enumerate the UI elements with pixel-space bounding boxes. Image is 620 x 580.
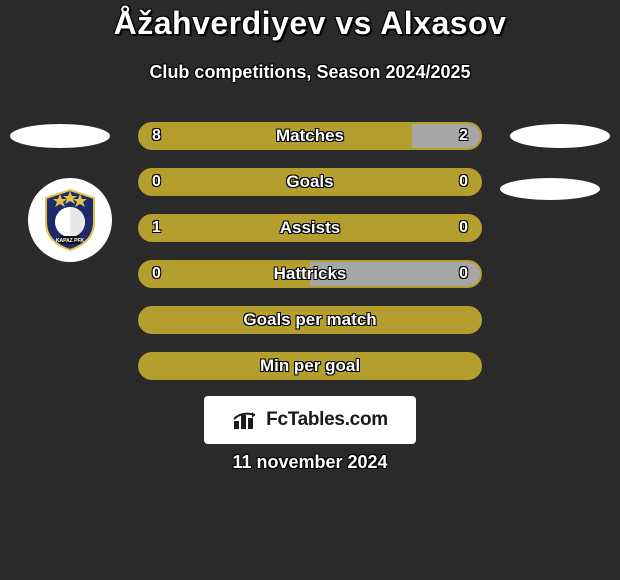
stat-value-left: 0: [152, 170, 161, 194]
page-title: Åžahverdiyev vs Alxasov: [0, 5, 620, 42]
stat-bar-goals: Goals0 0: [138, 168, 482, 196]
stat-bar-min-per-goal: Min per goal: [138, 352, 482, 380]
stat-value-right: 2: [459, 124, 468, 148]
page-subtitle: Club competitions, Season 2024/2025: [0, 62, 620, 83]
stat-bar-hattricks: Hattricks0 0: [138, 260, 482, 288]
stat-value-left: 1: [152, 216, 161, 240]
player-ellipse-left: [10, 124, 110, 148]
stat-label: Goals: [140, 170, 480, 194]
stat-label: Matches: [140, 124, 480, 148]
player-ellipse-right: [510, 124, 610, 148]
stat-value-right: 0: [459, 216, 468, 240]
shield-icon: KAPAZ PFK: [42, 188, 98, 252]
stat-bar-matches: Matches8 2: [138, 122, 482, 150]
stat-value-left: 0: [152, 262, 161, 286]
site-badge[interactable]: FcTables.com: [204, 396, 416, 444]
stat-label: Min per goal: [140, 354, 480, 378]
stat-bar-assists: Assists1 0: [138, 214, 482, 242]
stat-value-left: 8: [152, 124, 161, 148]
comparison-card: Åžahverdiyev vs Alxasov Club competition…: [0, 0, 620, 580]
bars-logo-icon: [232, 409, 260, 431]
stat-bars: Matches82Goals00Assists10Hattricks00Goal…: [138, 122, 482, 398]
date-line: 11 november 2024: [0, 452, 620, 473]
stat-label: Goals per match: [140, 308, 480, 332]
stat-value-right: 0: [459, 262, 468, 286]
site-badge-text: FcTables.com: [266, 409, 388, 431]
club-crest: KAPAZ PFK: [28, 178, 112, 262]
stat-label: Assists: [140, 216, 480, 240]
stat-bar-goals-per-match: Goals per match: [138, 306, 482, 334]
svg-text:KAPAZ PFK: KAPAZ PFK: [56, 238, 85, 244]
stat-value-right: 0: [459, 170, 468, 194]
stat-label: Hattricks: [140, 262, 480, 286]
player-ellipse-right-2: [500, 178, 600, 200]
